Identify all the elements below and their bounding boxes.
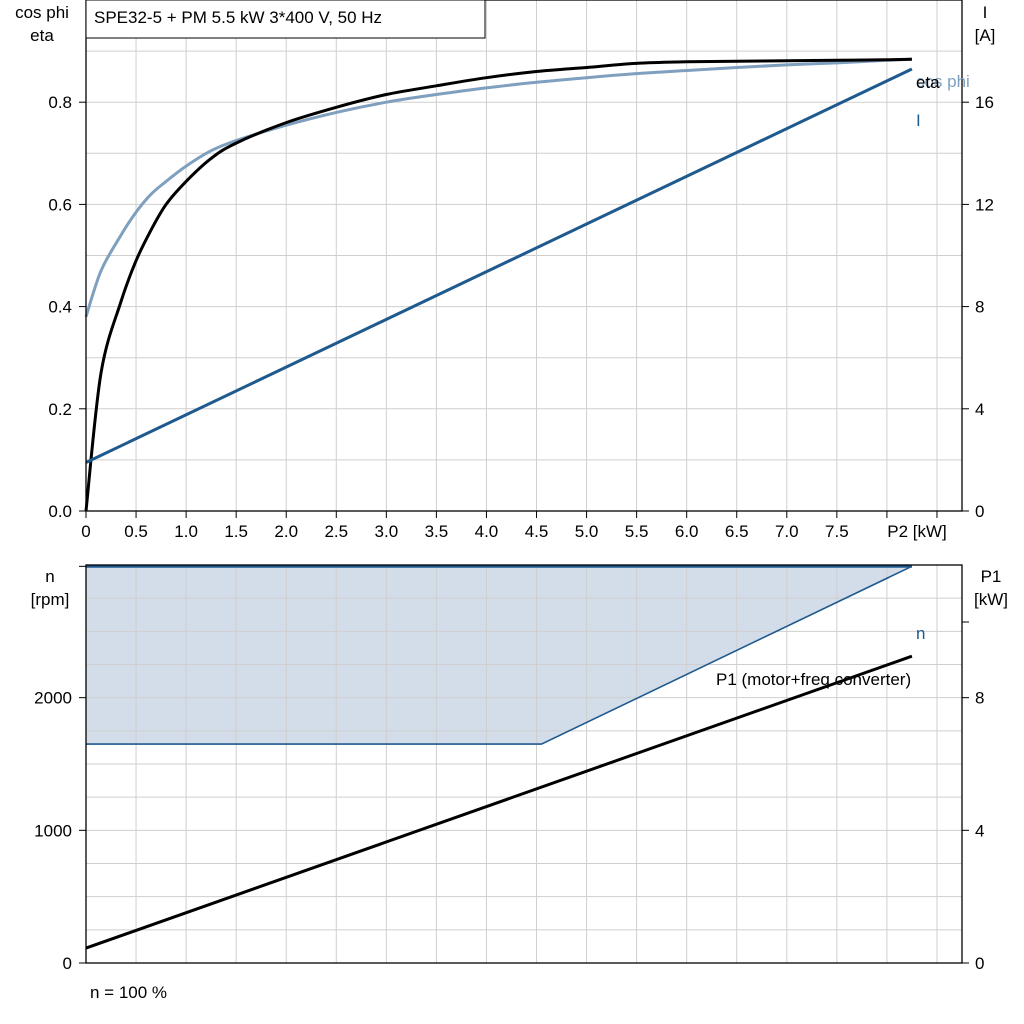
bottom-left-tick-label: 0 (63, 954, 72, 973)
bottom-chart: 0 1000 2000 0 4 8 n [rpm] P1 [kW] n P1 (motor… (31, 564, 1008, 1002)
top-left-tick-label: 0.2 (48, 400, 72, 419)
top-x-tick-label: 1.0 (174, 522, 198, 541)
current-curve (85, 67, 913, 464)
top-ticks: 0 0.5 1.0 1.5 2.0 2.5 3.0 3.5 4.0 4.5 5.0 5.5 6.0 6.5… (48, 93, 994, 541)
top-left-tick-label: 0.4 (48, 298, 72, 317)
top-x-tick-label: 0 (81, 522, 90, 541)
speed-range-lower-edge (86, 565, 913, 745)
series-label-current: I (916, 111, 921, 130)
top-x-tick-label: 6.0 (675, 522, 699, 541)
bottom-series (85, 564, 913, 950)
series-label-speed: n (916, 624, 925, 643)
bottom-left-tick-label: 1000 (34, 821, 72, 840)
top-x-tick-label: 5.5 (625, 522, 649, 541)
top-grid (86, 0, 962, 511)
top-x-tick-label: 0.5 (124, 522, 148, 541)
top-x-axis-label: P2 [kW] (887, 522, 947, 541)
bottom-right-axis-label-line1: P1 (981, 567, 1002, 586)
top-right-tick-label: 8 (975, 298, 984, 317)
top-chart: 0 0.5 1.0 1.5 2.0 2.5 3.0 3.5 4.0 4.5 5.0 5.5 6.0 6.5… (15, 0, 995, 541)
p1-line (85, 654, 913, 950)
top-x-tick-label: 3.0 (375, 522, 399, 541)
top-x-tick-label: 2.5 (324, 522, 348, 541)
bottom-left-tick-label: 2000 (34, 689, 72, 708)
top-series (84, 57, 913, 512)
bottom-left-axis-label-line1: n (45, 567, 54, 586)
bottom-right-tick-label: 4 (975, 821, 984, 840)
top-right-tick-label: 16 (975, 93, 994, 112)
top-left-tick-label: 0.6 (48, 195, 72, 214)
top-right-axis-label-line1: I (983, 3, 988, 22)
top-x-tick-label: 7.5 (825, 522, 849, 541)
top-x-tick-label: 4.5 (525, 522, 549, 541)
bottom-right-tick-label: 8 (975, 689, 984, 708)
top-x-tick-label: 5.0 (575, 522, 599, 541)
top-left-tick-label: 0.0 (48, 502, 72, 521)
top-chart-title: SPE32-5 + PM 5.5 kW 3*400 V, 50 Hz (94, 8, 382, 27)
top-left-axis-label-line2: eta (30, 26, 54, 45)
top-title-box (85, 0, 486, 39)
series-label-eta: eta (916, 73, 940, 92)
cos-phi-curve (84, 57, 912, 318)
top-x-tick-label: 2.0 (274, 522, 298, 541)
bottom-ticks: 0 1000 2000 0 4 8 (34, 565, 984, 973)
series-label-p1: P1 (motor+freq.converter) (716, 670, 911, 689)
speed-range-band (86, 566, 912, 745)
top-right-tick-label: 4 (975, 400, 984, 419)
top-plot-frame (85, 0, 963, 512)
top-x-tick-label: 3.5 (425, 522, 449, 541)
bottom-left-axis-label-line2: [rpm] (31, 590, 70, 609)
top-x-tick-label: 1.5 (224, 522, 248, 541)
top-x-tick-label: 7.0 (775, 522, 799, 541)
bottom-plot-frame (85, 564, 963, 964)
bottom-right-axis-label-line2: [kW] (974, 590, 1008, 609)
series-label-cos-phi: cos phi (916, 72, 970, 91)
top-x-tick-label: 6.5 (725, 522, 749, 541)
top-left-axis-label-line1: cos phi (15, 3, 69, 22)
eta-curve (84, 57, 912, 512)
bottom-grid (86, 565, 962, 963)
top-right-tick-label: 12 (975, 195, 994, 214)
top-left-tick-label: 0.8 (48, 93, 72, 112)
speed-footnote: n = 100 % (90, 983, 167, 1002)
top-right-tick-label: 0 (975, 502, 984, 521)
top-right-axis-label-line2: [A] (975, 26, 996, 45)
bottom-right-tick-label: 0 (975, 954, 984, 973)
top-x-tick-label: 4.0 (475, 522, 499, 541)
